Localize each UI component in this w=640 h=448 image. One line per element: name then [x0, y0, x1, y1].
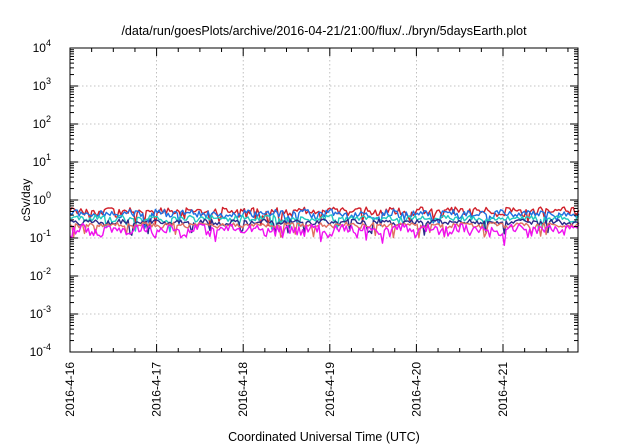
y-tick-exponent: 2: [46, 114, 51, 124]
y-tick-exponent: -2: [43, 266, 51, 276]
y-tick-label: 10-1: [30, 228, 51, 245]
x-tick-label: 2016-4-18: [236, 362, 250, 417]
x-tick-label: 2016-4-17: [150, 362, 164, 417]
x-axis: 2016-4-16 2016-4-17 2016-4-18 2016-4-19 2016…: [63, 48, 569, 417]
series-line: [69, 221, 580, 239]
x-tick-label: 2016-4-19: [323, 362, 337, 417]
series-layer: [69, 206, 580, 247]
chart-title: /data/run/goesPlots/archive/2016-04-21/2…: [121, 24, 527, 38]
grid: [70, 48, 578, 352]
x-tick-label: 2016-4-16: [63, 362, 77, 417]
y-tick-label: 103: [33, 76, 51, 93]
series-line: [69, 208, 580, 230]
series-line: [69, 213, 579, 233]
y-tick-label: 10-3: [30, 304, 51, 321]
y-tick-label: 100: [33, 190, 51, 207]
y-tick-exponent: 0: [46, 190, 51, 200]
x-tick-label: 2016-4-21: [496, 362, 510, 417]
y-tick-exponent: 3: [46, 76, 51, 86]
y-tick-label: 10-4: [30, 342, 51, 359]
y-tick-label: 101: [33, 152, 51, 169]
y-tick-exponent: -3: [43, 304, 51, 314]
y-tick-exponent: 4: [46, 38, 51, 48]
series-line: [69, 222, 580, 247]
y-tick-exponent: -1: [43, 228, 51, 238]
y-tick-label: 10-2: [30, 266, 51, 283]
y-tick-exponent: 1: [46, 152, 51, 162]
y-tick-exponent: -4: [43, 342, 51, 352]
y-tick-label: 102: [33, 114, 51, 131]
series-line: [69, 218, 580, 236]
x-axis-label: Coordinated Universal Time (UTC): [228, 430, 420, 444]
y-axis-label: cSv/day: [19, 179, 33, 222]
y-tick-label: 104: [33, 38, 51, 55]
x-tick-label: 2016-4-20: [409, 362, 423, 417]
